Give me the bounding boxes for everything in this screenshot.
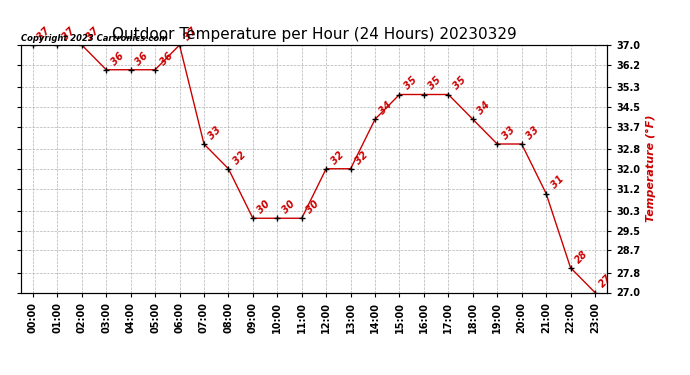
Text: 32: 32 (353, 149, 370, 166)
Text: 33: 33 (207, 124, 224, 141)
Text: 33: 33 (524, 124, 541, 141)
Text: 35: 35 (426, 75, 443, 92)
Text: 36: 36 (133, 50, 150, 67)
Title: Outdoor Temperature per Hour (24 Hours) 20230329: Outdoor Temperature per Hour (24 Hours) … (112, 27, 516, 42)
Text: 37: 37 (36, 26, 52, 42)
Text: 34: 34 (378, 100, 395, 117)
Text: 36: 36 (109, 50, 126, 67)
Text: 30: 30 (280, 199, 297, 216)
Text: 32: 32 (231, 149, 248, 166)
Text: 35: 35 (451, 75, 468, 92)
Text: 33: 33 (500, 124, 517, 141)
Text: 30: 30 (255, 199, 273, 216)
Text: Copyright 2023 Cartronics.com: Copyright 2023 Cartronics.com (21, 33, 168, 42)
Text: 37: 37 (60, 26, 77, 42)
Text: 28: 28 (573, 248, 590, 265)
Text: 34: 34 (475, 100, 492, 117)
Y-axis label: Temperature (°F): Temperature (°F) (646, 115, 656, 222)
Text: 32: 32 (329, 149, 346, 166)
Text: 37: 37 (85, 26, 101, 42)
Text: 30: 30 (304, 199, 321, 216)
Text: 35: 35 (402, 75, 419, 92)
Text: 36: 36 (158, 50, 175, 67)
Text: 27: 27 (598, 273, 614, 290)
Text: 31: 31 (549, 174, 566, 191)
Text: 37: 37 (182, 26, 199, 42)
